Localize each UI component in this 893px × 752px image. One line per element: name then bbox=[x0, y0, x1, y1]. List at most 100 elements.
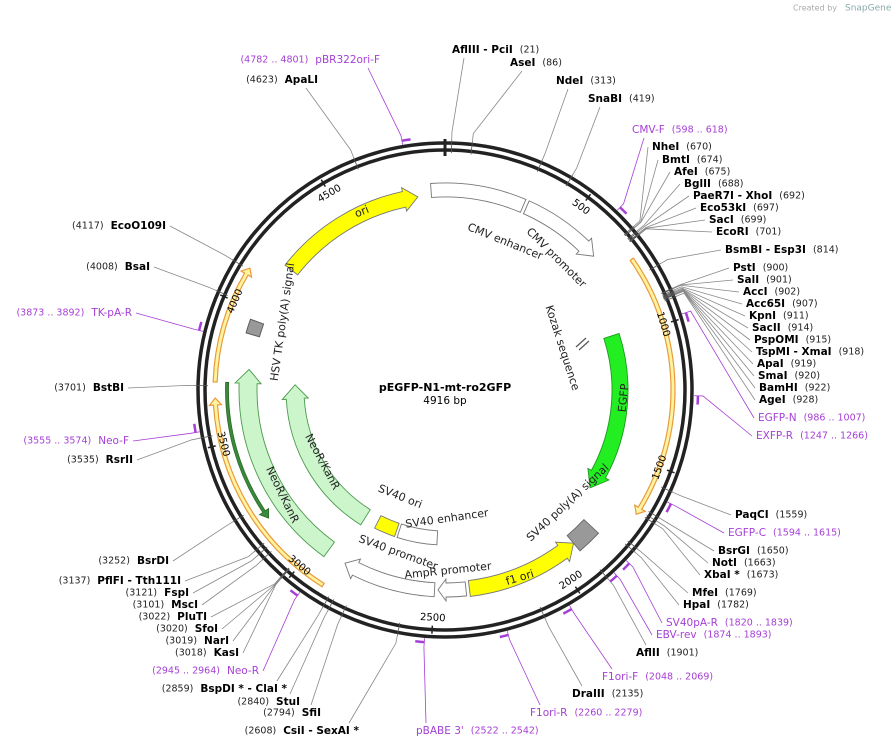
leader-line bbox=[626, 561, 662, 623]
site-name: SfiI bbox=[302, 707, 321, 719]
leader-line bbox=[154, 267, 217, 291]
site-name: CMV-F bbox=[632, 124, 665, 136]
leader-line bbox=[170, 226, 233, 260]
site-name: AflIII - PciI bbox=[452, 44, 513, 56]
leader-line bbox=[452, 58, 464, 141]
leader-line bbox=[614, 573, 652, 635]
primer-site bbox=[194, 424, 195, 433]
site-name: NheI bbox=[652, 141, 679, 153]
primer-site bbox=[620, 207, 626, 213]
site-position: (902) bbox=[774, 287, 800, 298]
site-name: F1ori-F bbox=[602, 671, 638, 683]
site-position: (674) bbox=[697, 155, 723, 166]
feature bbox=[431, 183, 526, 212]
site-position: (922) bbox=[805, 383, 831, 394]
site-position: (814) bbox=[813, 245, 839, 256]
site-position: (901) bbox=[766, 275, 792, 286]
leader-line bbox=[633, 147, 648, 227]
leader-line bbox=[657, 521, 708, 563]
ruler-label: 1500 bbox=[650, 454, 669, 482]
site-position: (3018) bbox=[175, 648, 207, 659]
site-name: Eco53kI bbox=[700, 202, 746, 214]
site-position: (914) bbox=[788, 323, 814, 334]
site-name: BspDI * - ClaI * bbox=[200, 683, 287, 695]
site-name: BsrGI bbox=[718, 545, 750, 557]
site-name: BsaI bbox=[125, 261, 150, 273]
site-name: Neo-F bbox=[98, 435, 129, 447]
site-position: (1782) bbox=[717, 600, 749, 611]
leader-line bbox=[694, 396, 752, 436]
site-name: PluTI bbox=[177, 611, 207, 623]
primer-site bbox=[500, 635, 509, 637]
branding-product: SnapGene bbox=[845, 4, 892, 14]
site-position: (2608) bbox=[245, 726, 277, 737]
site-name: NarI bbox=[204, 635, 229, 647]
feature-label: HSV TK poly(A) signal bbox=[268, 262, 297, 382]
site-name: PaqCI bbox=[735, 509, 769, 521]
site-position: (918) bbox=[839, 347, 865, 358]
site-name: Neo-R bbox=[227, 665, 259, 677]
site-name: BamHI bbox=[759, 382, 798, 394]
site-name: ApaLI bbox=[285, 74, 318, 86]
site-position: (1559) bbox=[776, 510, 808, 521]
site-name: SacII bbox=[752, 322, 781, 334]
site-name: XbaI * bbox=[704, 569, 740, 581]
plasmid-name: pEGFP-N1-mt-ro2GFP bbox=[379, 381, 511, 394]
site-name: DraIII bbox=[572, 688, 605, 700]
primer-site bbox=[623, 563, 629, 569]
site-position: (701) bbox=[756, 227, 782, 238]
site-position: (915) bbox=[806, 335, 832, 346]
leader-line bbox=[306, 88, 354, 158]
site-name: StuI bbox=[276, 696, 300, 708]
feature-label: Kozak sequence bbox=[543, 304, 583, 393]
site-position: (3020) bbox=[156, 624, 188, 635]
site-name: BsmBI - Esp3I bbox=[725, 244, 806, 256]
site-position: (313) bbox=[590, 76, 616, 87]
feature-label: SV40 poly(A) signal bbox=[524, 461, 611, 544]
feature-label: EGFP bbox=[616, 383, 632, 413]
site-name: EcoO109I bbox=[111, 220, 166, 232]
leader-line bbox=[173, 521, 234, 561]
site-name: SmaI bbox=[758, 370, 788, 382]
site-position: (697) bbox=[753, 203, 779, 214]
site-name: PstI bbox=[733, 262, 756, 274]
ruler-label: 1000 bbox=[654, 311, 672, 339]
site-position: (1594 .. 1615) bbox=[773, 528, 841, 539]
site-name: HpaI bbox=[683, 599, 710, 611]
leader-line bbox=[608, 579, 646, 645]
primer-site bbox=[686, 313, 689, 322]
site-position: (86) bbox=[542, 58, 562, 69]
ruler-label: 500 bbox=[570, 197, 592, 217]
site-name: TspMI - XmaI bbox=[756, 346, 832, 358]
site-position: (3137) bbox=[59, 576, 91, 587]
primer-site bbox=[402, 139, 411, 140]
primer-site bbox=[199, 322, 201, 331]
leader-line bbox=[472, 71, 522, 143]
site-position: (1901) bbox=[667, 648, 699, 659]
site-position: (900) bbox=[763, 263, 789, 274]
primer-site bbox=[290, 590, 297, 595]
site-name: AseI bbox=[510, 57, 535, 69]
leader-line bbox=[545, 618, 582, 686]
site-position: (3022) bbox=[139, 612, 171, 623]
leader-line bbox=[202, 560, 263, 605]
primer-site bbox=[610, 576, 617, 582]
site-name: pBR322ori-F bbox=[315, 54, 380, 66]
leader-line bbox=[639, 229, 712, 235]
site-name: BmtI bbox=[662, 154, 690, 166]
primer-site bbox=[415, 641, 424, 642]
site-name: CsiI - SexAI * bbox=[283, 725, 359, 737]
site-name: PspOMI bbox=[754, 334, 799, 346]
leader-line bbox=[672, 492, 731, 515]
leader-line bbox=[368, 68, 403, 145]
leader-line bbox=[136, 313, 203, 331]
site-name: SV40pA-R bbox=[666, 617, 718, 629]
site-name: MfeI bbox=[692, 587, 718, 599]
leader-line bbox=[507, 631, 540, 705]
site-position: (2945 .. 2964) bbox=[152, 666, 220, 677]
plasmid-length: 4916 bp bbox=[423, 395, 467, 407]
site-position: (3701) bbox=[54, 383, 86, 394]
site-position: (1663) bbox=[744, 558, 776, 569]
leader-line bbox=[185, 551, 255, 581]
site-name: EcoRI bbox=[716, 226, 749, 238]
